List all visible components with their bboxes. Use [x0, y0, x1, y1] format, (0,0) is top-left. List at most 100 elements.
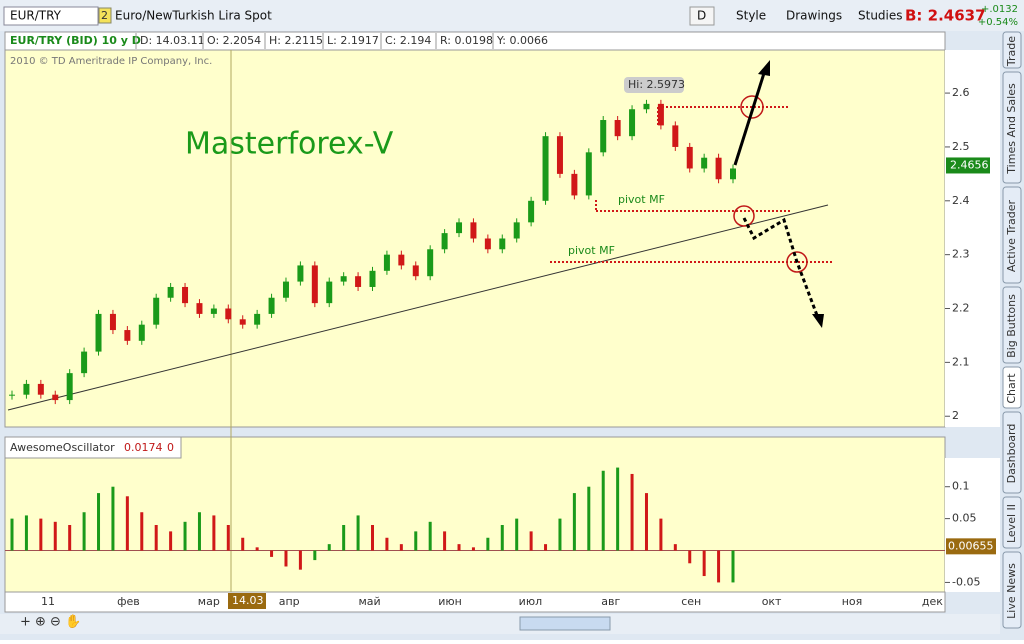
osc-bar	[125, 496, 129, 551]
header-field: EUR/TRY (BID) 10 y D	[10, 34, 141, 47]
side-tab[interactable]	[1002, 71, 1022, 184]
header-field: H: 2.2115	[269, 34, 323, 47]
zoom-controls[interactable]: + ⊕ ⊖ ✋	[20, 614, 81, 630]
osc-bar	[616, 467, 620, 551]
osc-last: 0.00655	[948, 539, 994, 552]
side-tab-label: Live News	[1005, 563, 1018, 619]
osc-bar	[97, 493, 101, 551]
candle	[672, 125, 679, 147]
month-label: авг	[601, 595, 620, 608]
link-badge[interactable]	[98, 7, 112, 24]
side-tab[interactable]	[1002, 366, 1022, 409]
osc-last-box	[946, 538, 996, 555]
scrollbar[interactable]	[0, 614, 1000, 634]
scroll-thumb[interactable]	[519, 616, 611, 631]
osc-bar	[327, 544, 331, 551]
candle	[124, 330, 131, 341]
high-label-box	[624, 77, 684, 93]
osc-bar	[68, 525, 72, 551]
header-field: O: 2.2054	[207, 34, 261, 47]
side-tab-label: Trade	[1005, 36, 1018, 67]
osc-bar	[731, 550, 735, 583]
osc-bar	[24, 515, 28, 551]
candle	[629, 109, 636, 137]
candle	[182, 286, 189, 304]
osc-bar	[428, 521, 432, 551]
candle	[225, 308, 232, 320]
candle	[571, 173, 578, 196]
candle	[167, 286, 174, 298]
candle	[9, 394, 15, 396]
osc-bar	[601, 470, 605, 551]
candle	[95, 313, 102, 352]
candle	[427, 249, 434, 277]
osc-bar	[515, 518, 519, 551]
y-tick-label: 2.1	[952, 355, 970, 368]
candle	[412, 265, 419, 277]
osc-bar	[53, 521, 57, 551]
side-tab[interactable]	[1002, 31, 1022, 69]
osc-bar	[471, 547, 475, 551]
osc-bar	[702, 550, 706, 577]
pivot-label: pivot MF	[568, 244, 615, 257]
osc-bar	[587, 486, 591, 551]
osc-bar	[486, 537, 490, 551]
side-tab[interactable]	[1002, 496, 1022, 549]
osc-bar	[717, 550, 721, 583]
osc-name: AwesomeOscillator	[10, 441, 115, 454]
osc-bar	[140, 512, 144, 551]
cursor-date-box	[228, 593, 266, 609]
style-button[interactable]: Style	[736, 9, 766, 23]
side-tab-label: Chart	[1005, 373, 1018, 404]
osc-bar	[298, 550, 302, 570]
arrow-head-up	[758, 60, 770, 76]
osc-bar	[500, 525, 504, 551]
osc-bar	[169, 531, 173, 551]
date-axis	[4, 591, 946, 613]
toolbar	[0, 0, 1024, 31]
side-tab-label: Level II	[1005, 504, 1018, 543]
month-label: май	[358, 595, 380, 608]
candle	[513, 222, 520, 239]
oscillator-panel	[4, 436, 946, 593]
candle	[484, 238, 491, 250]
header-field: Y: 0.0066	[496, 34, 548, 47]
osc-bar	[414, 531, 418, 551]
period-button[interactable]	[689, 6, 715, 26]
drawings-button[interactable]: Drawings	[786, 9, 842, 23]
candle	[138, 324, 145, 341]
side-tab[interactable]	[1002, 411, 1022, 494]
osc-bar	[443, 531, 447, 551]
osc-tick-label: 0.1	[952, 480, 970, 493]
header-bar	[4, 31, 946, 51]
osc-bar	[82, 512, 86, 551]
candle	[542, 136, 549, 201]
trendline	[7, 204, 829, 411]
osc-bar	[544, 544, 548, 551]
last-price: 2.4656	[950, 158, 989, 171]
side-tab[interactable]	[1002, 286, 1022, 364]
osc-bar	[399, 544, 403, 551]
candle	[614, 120, 621, 137]
month-label: окт	[762, 595, 782, 608]
copyright: 2010 © TD Ameritrade IP Company, Inc.	[10, 56, 212, 67]
oscillator-header	[4, 436, 182, 459]
studies-button[interactable]: Studies	[858, 9, 903, 23]
candle	[268, 297, 275, 314]
osc-bar	[270, 550, 274, 557]
candle	[254, 313, 261, 325]
month-label: дек	[922, 595, 943, 608]
candle	[499, 238, 506, 250]
candle	[441, 233, 448, 250]
y-tick-label: 2.2	[952, 302, 970, 315]
symbol-box[interactable]	[3, 6, 99, 26]
osc-tick-label: 0.05	[952, 512, 977, 525]
header-field: D: 14.03.11	[140, 34, 205, 47]
y-tick-label: 2.5	[952, 140, 970, 153]
osc-bar	[385, 537, 389, 551]
month-label: мар	[198, 595, 220, 608]
candle	[556, 136, 563, 174]
candle	[282, 281, 289, 298]
side-tab[interactable]	[1002, 551, 1022, 629]
side-tab[interactable]	[1002, 186, 1022, 284]
